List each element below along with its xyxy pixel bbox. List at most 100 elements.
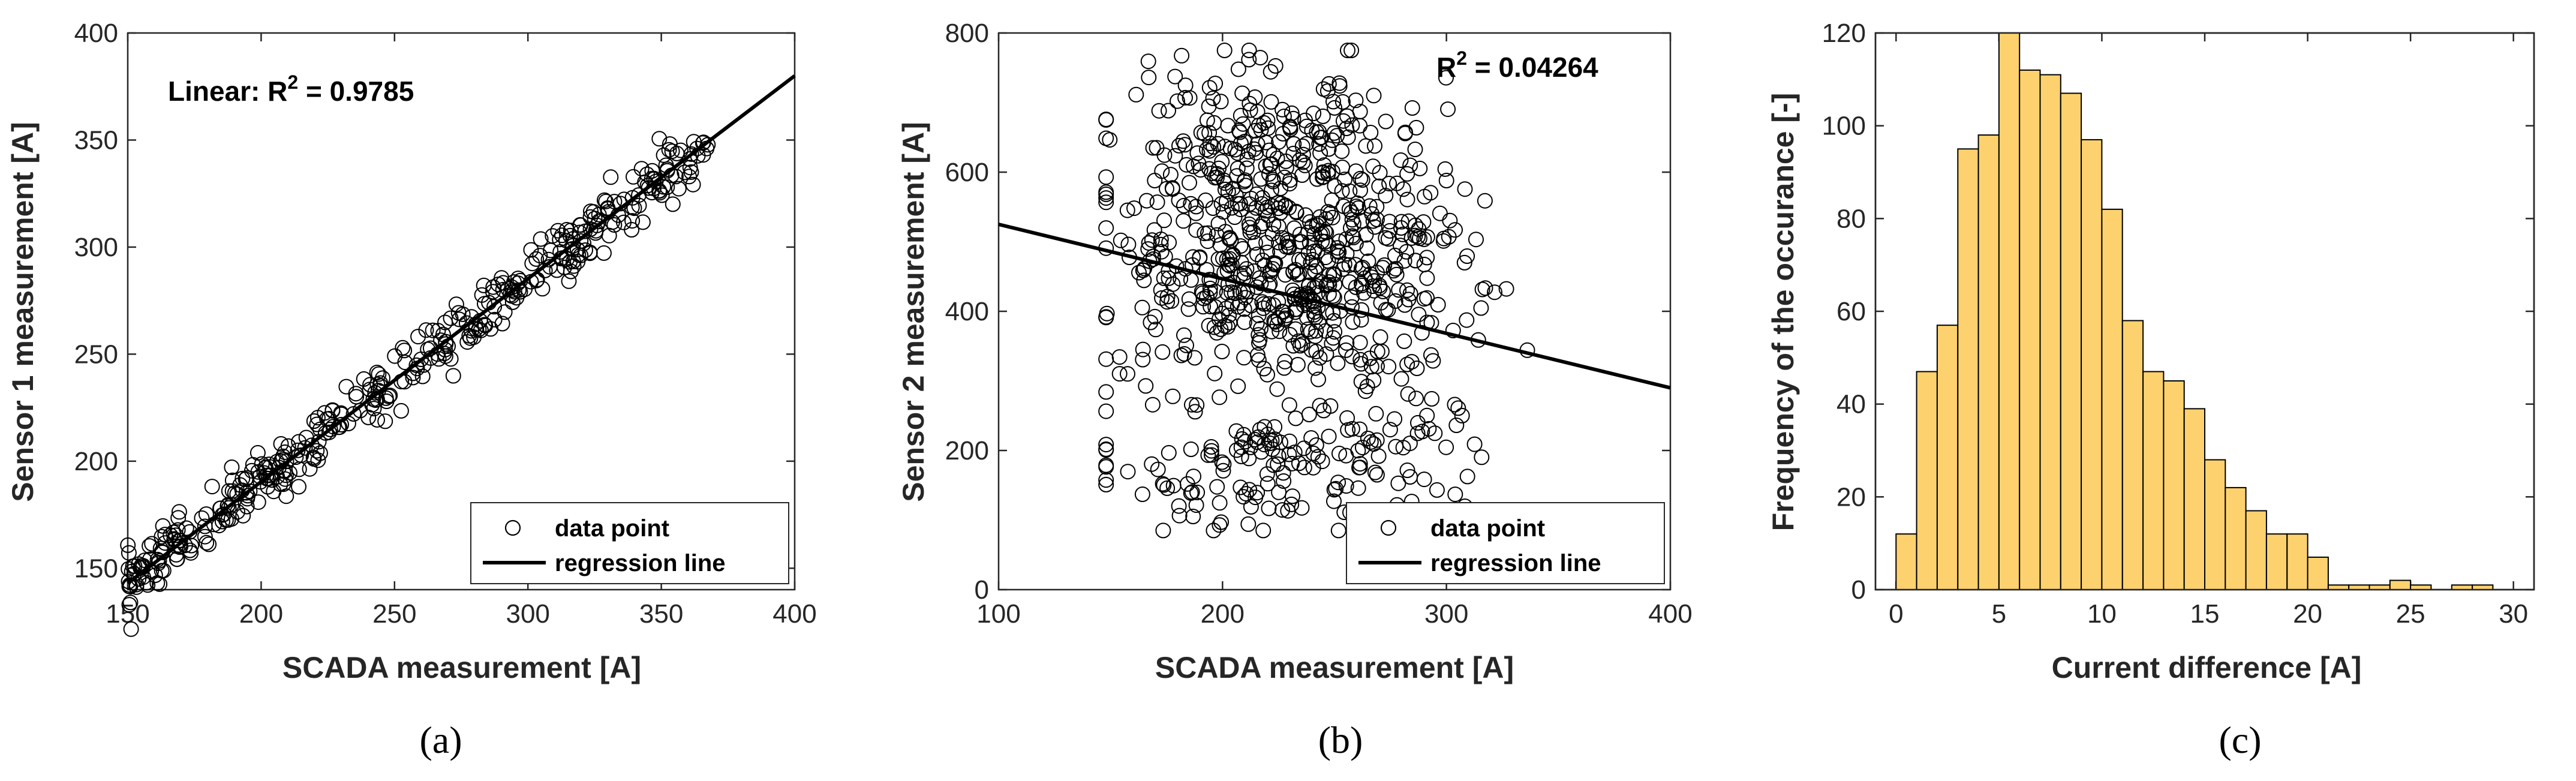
- data-point: [458, 315, 474, 331]
- histogram-bar: [2101, 208, 2123, 590]
- legend-marker-data-point: [504, 519, 521, 536]
- data-point: [1402, 157, 1418, 173]
- data-point: [1330, 240, 1345, 256]
- data-point: [1209, 227, 1225, 243]
- x-axis-label: SCADA measurement [A]: [1155, 651, 1514, 684]
- data-point: [1220, 184, 1236, 200]
- data-point: [278, 467, 294, 483]
- data-point: [1308, 323, 1324, 339]
- data-point: [1296, 440, 1312, 456]
- data-point: [1259, 466, 1275, 482]
- histogram-bar: [1998, 32, 2021, 590]
- data-point: [1369, 467, 1385, 483]
- legend-label-data-point: data point: [1430, 515, 1545, 542]
- data-point: [695, 135, 711, 151]
- data-point: [1364, 278, 1381, 295]
- data-point: [1347, 257, 1363, 273]
- x-axis-label: SCADA measurement [A]: [282, 651, 641, 684]
- data-point: [1219, 263, 1236, 279]
- histogram-bar: [1895, 533, 1917, 591]
- x-tick-label: 25: [2396, 599, 2425, 629]
- histogram-bar: [2225, 486, 2247, 591]
- data-point: [1212, 517, 1228, 533]
- data-point: [1310, 371, 1326, 388]
- data-point: [1387, 247, 1403, 263]
- data-point: [1435, 233, 1451, 249]
- data-point: [1156, 212, 1172, 229]
- data-point: [1138, 193, 1155, 209]
- data-point: [1330, 522, 1346, 539]
- data-point: [502, 287, 518, 303]
- data-point: [1098, 476, 1114, 492]
- data-point: [1144, 456, 1160, 472]
- data-point: [1251, 307, 1267, 323]
- data-point: [1173, 271, 1189, 287]
- data-point: [1343, 220, 1358, 236]
- data-point: [626, 200, 642, 217]
- data-point: [1306, 298, 1321, 314]
- data-point: [656, 147, 672, 163]
- data-point: [624, 213, 641, 229]
- data-point: [1400, 386, 1416, 402]
- data-point: [1252, 50, 1269, 66]
- data-point: [573, 217, 589, 233]
- data-point: [591, 206, 607, 223]
- data-point: [1336, 256, 1352, 272]
- data-point: [1324, 335, 1340, 352]
- data-point: [1369, 199, 1385, 215]
- data-point: [1128, 86, 1144, 103]
- data-point: [1206, 139, 1222, 155]
- data-point: [370, 383, 386, 398]
- data-point: [1314, 226, 1330, 242]
- data-point: [1270, 456, 1286, 472]
- data-point: [1388, 261, 1403, 277]
- data-point: [214, 513, 230, 530]
- data-point: [1189, 484, 1206, 500]
- data-point: [1352, 421, 1368, 437]
- data-point: [1184, 396, 1200, 413]
- data-point: [1375, 283, 1391, 299]
- data-point: [1155, 522, 1171, 539]
- data-point: [659, 163, 675, 179]
- data-point: [1098, 351, 1114, 367]
- histogram-bar: [2204, 459, 2226, 590]
- data-point: [288, 449, 304, 465]
- data-point: [1233, 479, 1249, 495]
- data-point: [1498, 281, 1514, 297]
- data-point: [1176, 197, 1192, 214]
- data-point: [1419, 407, 1435, 423]
- x-tick-label: 200: [239, 599, 283, 629]
- data-point: [1150, 461, 1166, 477]
- y-tick-label: 300: [74, 233, 118, 262]
- data-point: [466, 329, 482, 346]
- data-point: [1165, 477, 1182, 494]
- data-point: [443, 310, 459, 326]
- data-point: [471, 321, 487, 337]
- data-point: [631, 197, 647, 214]
- data-point: [677, 164, 693, 181]
- data-point: [1459, 312, 1475, 328]
- data-point: [1399, 191, 1415, 208]
- data-point: [1345, 216, 1361, 232]
- data-point: [1174, 47, 1190, 64]
- data-point: [652, 185, 668, 201]
- data-point: [1427, 425, 1443, 441]
- data-point: [396, 343, 413, 359]
- x-tick-label: 300: [506, 599, 549, 629]
- data-point: [1285, 338, 1301, 354]
- data-point: [1261, 500, 1277, 516]
- data-point: [1252, 422, 1268, 438]
- data-point: [1318, 346, 1334, 362]
- x-tick-label: 30: [2499, 599, 2528, 629]
- y-tick-label: 100: [1822, 112, 1866, 141]
- data-point: [197, 528, 213, 545]
- data-point: [1221, 231, 1237, 247]
- data-point: [302, 461, 318, 477]
- data-point: [1281, 200, 1297, 216]
- data-point: [1177, 77, 1194, 94]
- data-point: [1352, 459, 1368, 476]
- data-point: [1327, 277, 1343, 293]
- data-point: [1303, 430, 1319, 446]
- data-point: [665, 196, 681, 212]
- x-tick-label: 0: [1889, 599, 1903, 629]
